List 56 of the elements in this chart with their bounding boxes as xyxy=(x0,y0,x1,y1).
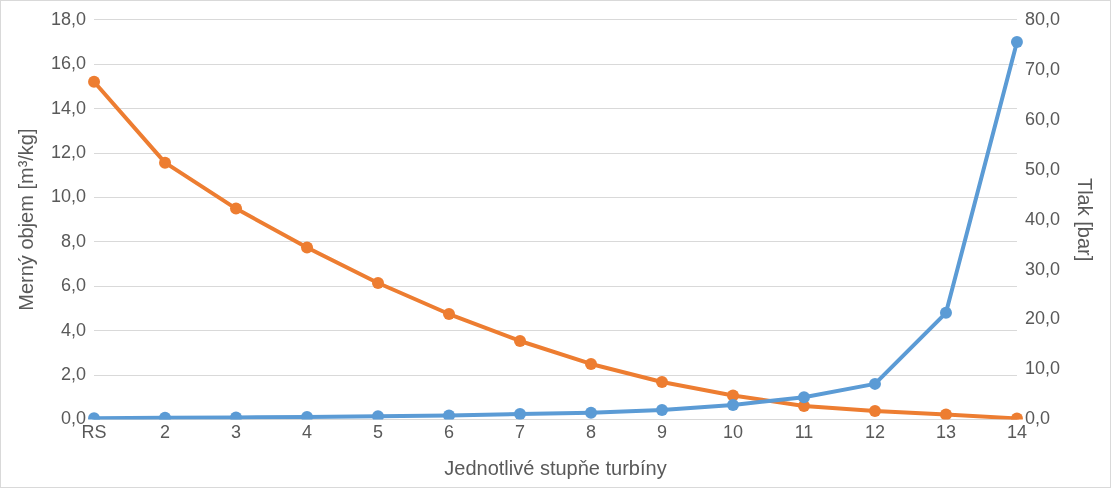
point xyxy=(585,357,597,370)
point xyxy=(797,391,810,404)
y-tick-label: 18,0 xyxy=(50,8,87,29)
x-tick-label: 2 xyxy=(160,422,171,443)
point xyxy=(443,308,456,321)
y2-tick-label: 50,0 xyxy=(1024,158,1061,179)
x-tick-label: 8 xyxy=(585,422,597,443)
y-tick-label: 4,0 xyxy=(61,319,87,340)
point xyxy=(88,75,101,88)
point xyxy=(301,241,314,254)
y-tick-label: 12,0 xyxy=(50,141,87,162)
x-tick-label: 11 xyxy=(794,422,814,443)
point xyxy=(514,334,526,347)
y2-tick-label: 20,0 xyxy=(1024,308,1061,329)
point xyxy=(655,404,668,417)
point xyxy=(159,156,172,169)
y2-tick-label: 80,0 xyxy=(1024,8,1061,29)
y2-tick-label: 60,0 xyxy=(1024,108,1061,129)
x-tick-label: 9 xyxy=(656,422,667,443)
point xyxy=(1010,36,1023,48)
y2-tick-label: 0,0 xyxy=(1024,408,1050,429)
y-tick-label: 14,0 xyxy=(50,97,87,118)
point xyxy=(939,408,952,420)
x-axis-title: Jednotlivé stupňe turbíny xyxy=(444,456,667,479)
x-tick-label: 12 xyxy=(864,422,885,443)
y2-tick-label: 40,0 xyxy=(1024,208,1061,229)
y-tick-label: 6,0 xyxy=(61,275,87,296)
x-tick-label: 7 xyxy=(514,422,526,443)
point xyxy=(301,410,314,420)
x-tick-label: 13 xyxy=(935,422,956,443)
point xyxy=(868,404,881,417)
point xyxy=(514,408,526,420)
y-tick-label: 16,0 xyxy=(50,53,87,74)
y2-tick-label: 70,0 xyxy=(1024,58,1061,79)
x-tick-label: 5 xyxy=(373,422,384,443)
y-tick-label: 10,0 xyxy=(50,186,87,207)
point xyxy=(939,306,952,319)
point xyxy=(372,277,385,290)
y2-tick-label: 30,0 xyxy=(1024,258,1061,279)
y2-tick-label: 10,0 xyxy=(1024,358,1061,379)
y-tick-label: 2,0 xyxy=(61,363,87,384)
x-tick-label: 14 xyxy=(1006,422,1027,443)
point xyxy=(868,377,881,390)
point xyxy=(585,406,597,419)
y-tick-label: 8,0 xyxy=(61,230,87,251)
x-tick-label: 10 xyxy=(722,422,743,443)
y-axis-title: Merný objem [m³/kg] xyxy=(14,128,37,311)
point xyxy=(726,398,739,411)
x-tick-label: 4 xyxy=(302,422,313,443)
point xyxy=(230,202,243,215)
point xyxy=(372,410,385,420)
y2-axis-title: Tlak [bar] xyxy=(1074,177,1097,262)
x-tick-label: 3 xyxy=(231,422,242,443)
point xyxy=(655,375,668,388)
point xyxy=(443,409,456,420)
x-tick-label: 6 xyxy=(444,422,455,443)
